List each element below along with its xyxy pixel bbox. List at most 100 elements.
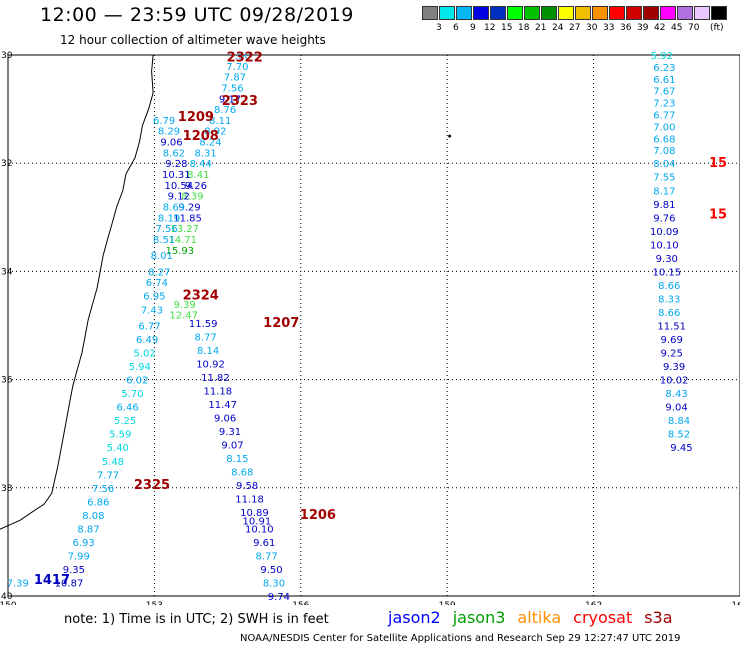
wave-height-label: 10.54 bbox=[164, 181, 193, 192]
wave-height-label: 8.76 bbox=[214, 105, 236, 116]
plot-frame bbox=[7, 54, 740, 597]
pass-id-label: 15 bbox=[709, 208, 727, 223]
coastline bbox=[0, 54, 154, 530]
wave-height-label: 8.66 bbox=[658, 308, 680, 319]
color-swatch bbox=[558, 6, 574, 20]
y-tick-label: 30 bbox=[1, 51, 13, 61]
color-swatch bbox=[677, 6, 693, 20]
color-swatch bbox=[490, 6, 506, 20]
wave-height-label: 8.77 bbox=[256, 551, 278, 562]
x-tick-label: 153 bbox=[146, 601, 163, 605]
wave-height-label: 8.17 bbox=[653, 186, 675, 197]
wave-height-label: 9.58 bbox=[236, 481, 258, 492]
color-scale-label: 45 bbox=[671, 23, 683, 33]
chart-subtitle: 12 hour collection of altimeter wave hei… bbox=[60, 33, 326, 47]
footnote: note: 1) Time is in UTC; 2) SWH is in fe… bbox=[64, 612, 329, 627]
wave-height-label: 9.17 bbox=[219, 94, 241, 105]
color-swatch bbox=[456, 6, 472, 20]
satellite-legend-item: altika bbox=[517, 608, 562, 627]
wave-height-label: 8.66 bbox=[658, 281, 680, 292]
wave-height-label: 5.40 bbox=[107, 443, 129, 454]
color-scale-label: 70 bbox=[688, 23, 700, 33]
x-tick-label: 162 bbox=[585, 601, 602, 605]
wave-height-label: 8.51 bbox=[153, 235, 175, 246]
color-scale-label: 39 bbox=[637, 23, 649, 33]
wave-height-label: 9.50 bbox=[260, 565, 282, 576]
wave-height-label: 6.79 bbox=[153, 116, 175, 127]
wave-height-label: 8.92 bbox=[204, 127, 226, 138]
color-scale-label: 33 bbox=[603, 23, 615, 33]
wave-height-label: 8.04 bbox=[653, 159, 675, 170]
wave-height-label: 8.69 bbox=[163, 202, 185, 213]
wave-height-label: 10.02 bbox=[660, 376, 689, 387]
wave-height-label: 9.29 bbox=[178, 202, 200, 213]
pass-id-label: 2323 bbox=[222, 94, 258, 109]
wave-height-label: 8.39 bbox=[181, 192, 203, 203]
wave-height-label: 8.24 bbox=[199, 138, 221, 149]
pass-id-label: 15 bbox=[709, 156, 727, 171]
color-scale-label: 6 bbox=[453, 23, 459, 33]
color-swatch bbox=[609, 6, 625, 20]
wave-height-label: 7.87 bbox=[224, 73, 246, 84]
wave-height-label: 6.74 bbox=[146, 278, 168, 289]
color-swatch bbox=[541, 6, 557, 20]
color-scale-label: 18 bbox=[518, 23, 530, 33]
wave-height-label: 5.02 bbox=[134, 349, 156, 360]
wave-height-label: 8.31 bbox=[195, 148, 217, 159]
wave-height-label: 5.48 bbox=[102, 457, 124, 468]
color-scale-label: 12 bbox=[484, 23, 496, 33]
wave-height-label: 7.99 bbox=[68, 551, 90, 562]
wave-height-label: 7.56 bbox=[155, 224, 177, 235]
wave-height-label: 5.70 bbox=[121, 389, 143, 400]
chart-title: 12:00 — 23:59 UTC 09/28/2019 bbox=[40, 4, 354, 26]
color-swatch bbox=[507, 6, 523, 20]
wave-height-label: 8.08 bbox=[82, 511, 104, 522]
island-mark bbox=[448, 134, 452, 138]
wave-height-label: 8.30 bbox=[263, 578, 285, 589]
wave-height-label: 5.25 bbox=[114, 416, 136, 427]
wave-height-label: 15.93 bbox=[165, 246, 194, 257]
color-swatch bbox=[711, 6, 727, 20]
pass-id-label: 1209 bbox=[178, 110, 214, 125]
pass-id-label: 2325 bbox=[134, 478, 170, 493]
color-scale-unit: (ft) bbox=[710, 23, 724, 33]
wave-height-label: 10.10 bbox=[650, 240, 679, 251]
wave-height-label: 6.95 bbox=[143, 292, 165, 303]
wave-height-label: 6.68 bbox=[653, 134, 675, 145]
color-swatch bbox=[439, 6, 455, 20]
wave-height-label: 8.41 bbox=[187, 170, 209, 181]
x-tick-label: 156 bbox=[292, 601, 309, 605]
wave-height-label: 9.69 bbox=[661, 335, 683, 346]
wave-height-label: 9.76 bbox=[653, 213, 675, 224]
wave-height-label: 9.06 bbox=[160, 138, 182, 149]
color-swatch bbox=[575, 6, 591, 20]
wave-height-label: 9.04 bbox=[665, 403, 687, 414]
altimeter-chart: 1501531561591621653032343638407.507.707.… bbox=[0, 51, 740, 605]
x-tick-label: 159 bbox=[439, 601, 456, 605]
color-swatch bbox=[626, 6, 642, 20]
wave-height-label: 9.26 bbox=[185, 181, 207, 192]
wave-height-label: 12.47 bbox=[169, 311, 198, 322]
color-scale-label: 27 bbox=[569, 23, 581, 33]
color-scale-label: 24 bbox=[552, 23, 564, 33]
wave-height-label: 10.31 bbox=[162, 170, 191, 181]
wave-height-label: 8.77 bbox=[195, 332, 217, 343]
y-tick-label: 36 bbox=[1, 376, 13, 386]
wave-height-label: 6.77 bbox=[653, 111, 675, 122]
wave-height-label: 11.47 bbox=[208, 400, 237, 411]
wave-height-label: 8.11 bbox=[209, 116, 231, 127]
wave-height-label: 10.91 bbox=[243, 516, 272, 527]
wave-height-label: 8.29 bbox=[158, 127, 180, 138]
wave-height-label: 8.01 bbox=[151, 251, 173, 262]
wave-height-label: 8.15 bbox=[226, 454, 248, 465]
wave-height-label: 6.61 bbox=[653, 75, 675, 86]
wave-height-label: 8.84 bbox=[668, 416, 690, 427]
wave-height-label: 11.82 bbox=[201, 373, 230, 384]
wave-height-label: 7.56 bbox=[221, 83, 243, 94]
y-tick-label: 34 bbox=[1, 267, 13, 277]
wave-height-label: 9.81 bbox=[653, 200, 675, 211]
wave-height-label: 10.10 bbox=[245, 524, 274, 535]
wave-height-label: 5.59 bbox=[109, 430, 131, 441]
wave-height-label: 7.56 bbox=[92, 484, 114, 495]
wave-height-label: 11.51 bbox=[657, 322, 686, 333]
